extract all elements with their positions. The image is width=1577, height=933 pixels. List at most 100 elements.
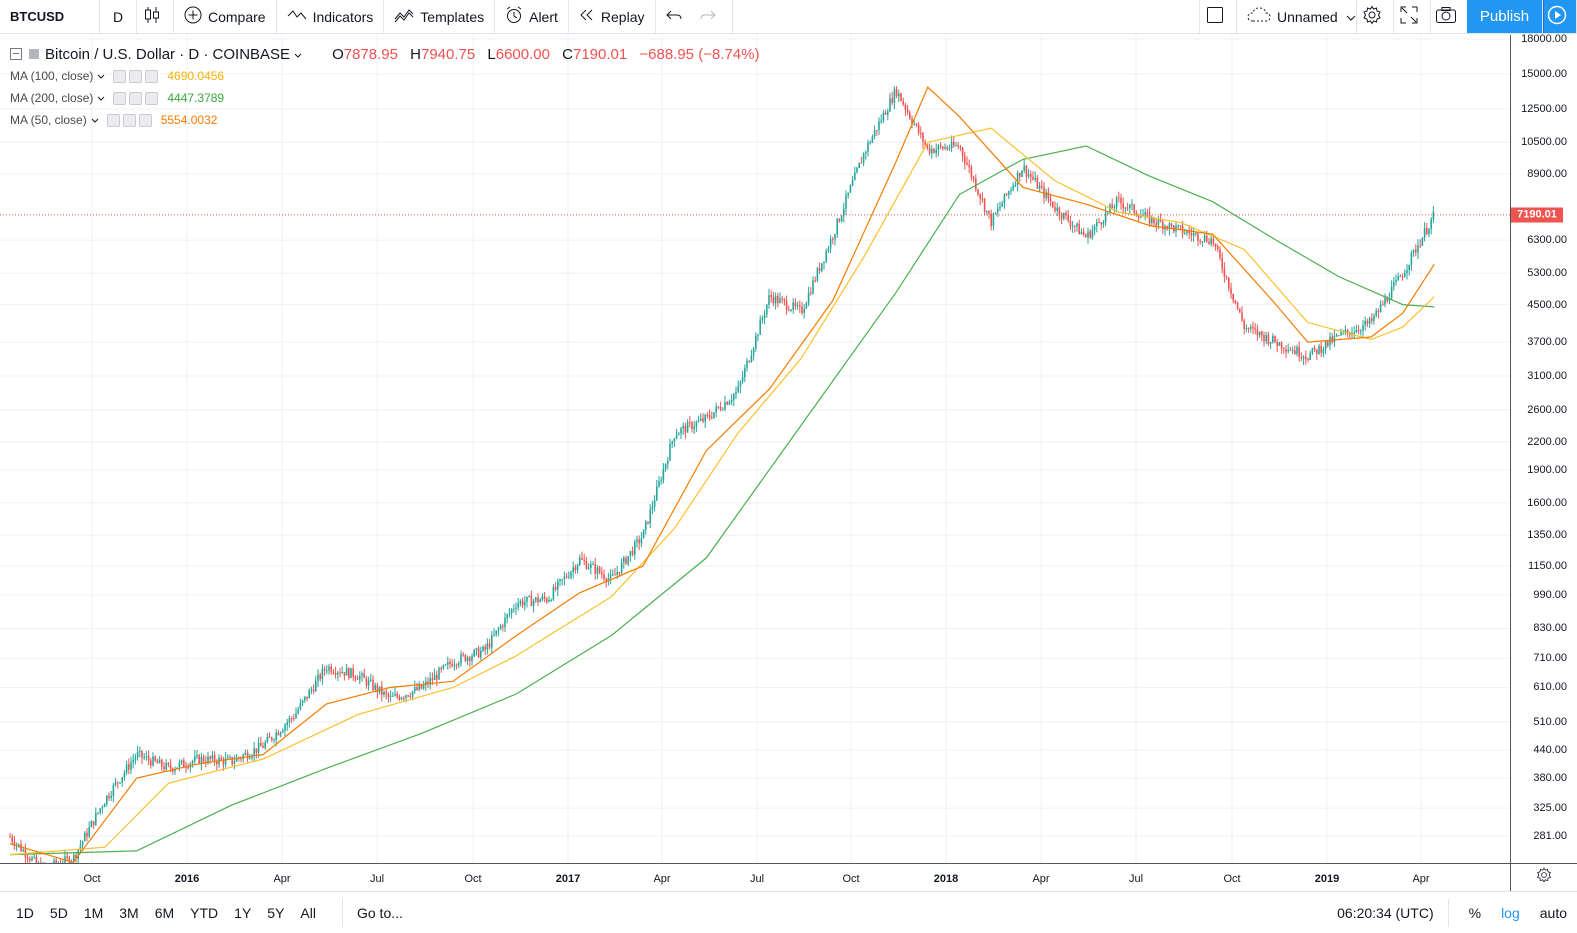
candle-body (235, 757, 238, 762)
candle-body (1236, 303, 1239, 309)
range-ytd[interactable]: YTD (190, 904, 219, 921)
candle-body (499, 625, 502, 629)
candle-body (814, 280, 816, 282)
indicator-legend-ma100[interactable]: MA (100, close) 4690.0456 (10, 64, 767, 88)
low-label: L (487, 45, 496, 63)
candle-body (97, 812, 99, 814)
templates-button[interactable]: Templates (384, 0, 496, 33)
chevron-down-icon[interactable] (97, 91, 105, 105)
replay-button[interactable]: Replay (569, 0, 656, 33)
range-all[interactable]: All (300, 904, 316, 921)
candle-body (1019, 172, 1021, 177)
chevron-down-icon[interactable] (294, 46, 302, 63)
candle-body (486, 643, 489, 650)
candle-body (354, 676, 357, 679)
templates-icon (394, 7, 420, 26)
indicator-legend-ma50[interactable]: MA (50, close) 5554.0032 (10, 108, 767, 132)
bar-style-button[interactable] (137, 0, 174, 33)
chevron-down-icon[interactable] (91, 113, 99, 127)
candle-body (876, 130, 878, 132)
candle-body (847, 192, 849, 196)
indicators-label: Indicators (312, 8, 374, 25)
candle-body (695, 421, 698, 427)
axis-settings-button[interactable] (1510, 863, 1577, 891)
publish-options-button[interactable] (1543, 0, 1577, 33)
candle-body (832, 239, 834, 241)
range-1d[interactable]: 1D (16, 904, 34, 921)
redo-icon[interactable] (700, 8, 722, 25)
percent-toggle[interactable]: % (1468, 904, 1482, 921)
visibility-icon[interactable] (113, 69, 127, 83)
settings-icon[interactable] (129, 69, 143, 83)
candle-body (1432, 211, 1435, 220)
candle-body (1089, 231, 1091, 238)
visibility-icon[interactable] (106, 113, 120, 127)
candle-body (286, 722, 288, 726)
range-6m[interactable]: 6M (154, 904, 175, 921)
candle-body (1228, 277, 1230, 289)
fullscreen-button[interactable] (1393, 0, 1430, 33)
candle-body (246, 752, 249, 759)
save-layout-button[interactable]: Unnamed (1236, 0, 1356, 33)
candle-body (1296, 347, 1298, 354)
range-1m[interactable]: 1M (83, 904, 104, 921)
candle-body (326, 670, 328, 672)
undo-icon[interactable] (665, 8, 688, 25)
candle-body (1162, 221, 1164, 230)
candle-body (702, 418, 704, 422)
candle-body (121, 777, 123, 783)
settings-icon[interactable] (129, 91, 143, 105)
range-3m[interactable]: 3M (119, 904, 139, 921)
indicator-legend-ma200[interactable]: MA (200, close) 4447.3789 (10, 86, 767, 110)
symbol-search[interactable]: BTCUSD (0, 0, 100, 33)
interval-button[interactable]: D (100, 0, 137, 33)
goto-button[interactable]: Go to... (341, 898, 403, 927)
price-tick-label: 3700.00 (1527, 336, 1567, 349)
publish-button[interactable]: Publish (1467, 0, 1543, 33)
price-axis[interactable]: 18000.00 15000.00 12500.00 10500.00 8900.00 6… (1510, 33, 1577, 863)
candle-body (1170, 223, 1173, 226)
range-1y[interactable]: 1Y (234, 904, 252, 921)
candle-body (796, 305, 799, 307)
candle-body (1250, 326, 1252, 329)
candle-body (994, 212, 997, 214)
settings-button[interactable] (1356, 0, 1393, 33)
candle-body (970, 167, 973, 178)
candle-body (530, 595, 533, 606)
visibility-icon[interactable] (113, 91, 127, 105)
time-axis[interactable]: Oct 2016 Apr Jul Oct 2017 Apr Jul Oct 2018 Apr Jul O… (0, 863, 1510, 891)
candle-body (103, 804, 106, 808)
indicators-button[interactable]: Indicators (277, 0, 385, 33)
candle-body (671, 441, 673, 444)
candle-body (139, 750, 141, 752)
candle-body (1318, 345, 1320, 354)
candle-body (739, 381, 742, 387)
candle-body (341, 672, 343, 674)
log-toggle[interactable]: log (1501, 904, 1520, 921)
remove-icon[interactable] (138, 113, 152, 127)
settings-icon[interactable] (122, 113, 136, 127)
alert-button[interactable]: Alert (495, 0, 569, 33)
price-chart[interactable] (0, 35, 1510, 863)
compare-button[interactable]: Compare (174, 0, 277, 33)
candle-body (1302, 356, 1305, 359)
candle-body (106, 795, 108, 805)
candle-body (757, 334, 759, 336)
remove-icon[interactable] (145, 69, 159, 83)
candle-body (1032, 176, 1034, 180)
candle-body (310, 689, 313, 691)
remove-icon[interactable] (145, 91, 159, 105)
indicators-icon (287, 7, 313, 26)
candle-body (1267, 334, 1270, 344)
candle-body (323, 668, 326, 671)
snapshot-button[interactable] (1430, 0, 1467, 33)
layout-button[interactable] (1199, 0, 1236, 33)
collapse-icon[interactable] (10, 48, 22, 60)
auto-toggle[interactable]: auto (1539, 904, 1567, 921)
candle-body (510, 609, 513, 614)
chevron-down-icon[interactable] (97, 69, 105, 83)
candle-body (990, 213, 992, 227)
range-5y[interactable]: 5Y (267, 904, 285, 921)
utc-clock[interactable]: 06:20:34 (UTC) (1337, 898, 1449, 927)
range-5d[interactable]: 5D (49, 904, 68, 921)
